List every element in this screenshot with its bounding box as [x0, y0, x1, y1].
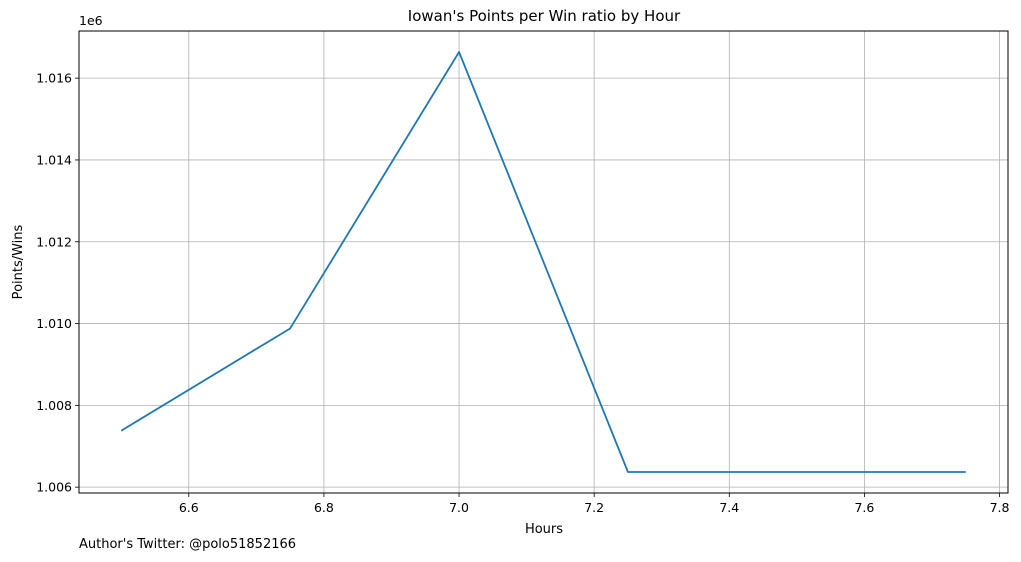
grid	[79, 31, 1008, 493]
author-credit: Author's Twitter: @polo51852166	[79, 537, 297, 552]
x-tick-label: 7.6	[854, 500, 874, 515]
ticks: 6.6 6.8 7.0 7.2 7.4 7.6 7.8 1.006 1.008 1.010 1.01…	[36, 71, 1009, 515]
y-tick-label: 1.014	[36, 152, 72, 167]
x-tick-label: 7.0	[449, 500, 469, 515]
chart-title: Iowan's Points per Win ratio by Hour	[408, 7, 681, 25]
y-tick-label: 1.016	[36, 71, 72, 86]
y-tick-label: 1.006	[36, 480, 72, 495]
series-layer	[120, 51, 966, 473]
x-axis-label: Hours	[525, 522, 563, 537]
plot-frame	[78, 30, 1009, 494]
y-tick-label: 1.008	[36, 398, 72, 413]
x-tick-label: 7.8	[990, 500, 1010, 515]
y-tick-label: 1.010	[36, 316, 72, 331]
x-tick-label: 7.4	[719, 500, 739, 515]
y-tick-label: 1.012	[36, 234, 72, 249]
y-axis-label: Points/Wins	[11, 224, 26, 299]
x-tick-label: 6.6	[179, 500, 199, 515]
y-offset-label: 1e6	[79, 13, 103, 28]
x-tick-label: 7.2	[584, 500, 604, 515]
series-line	[120, 51, 966, 473]
x-tick-label: 6.8	[314, 500, 334, 515]
